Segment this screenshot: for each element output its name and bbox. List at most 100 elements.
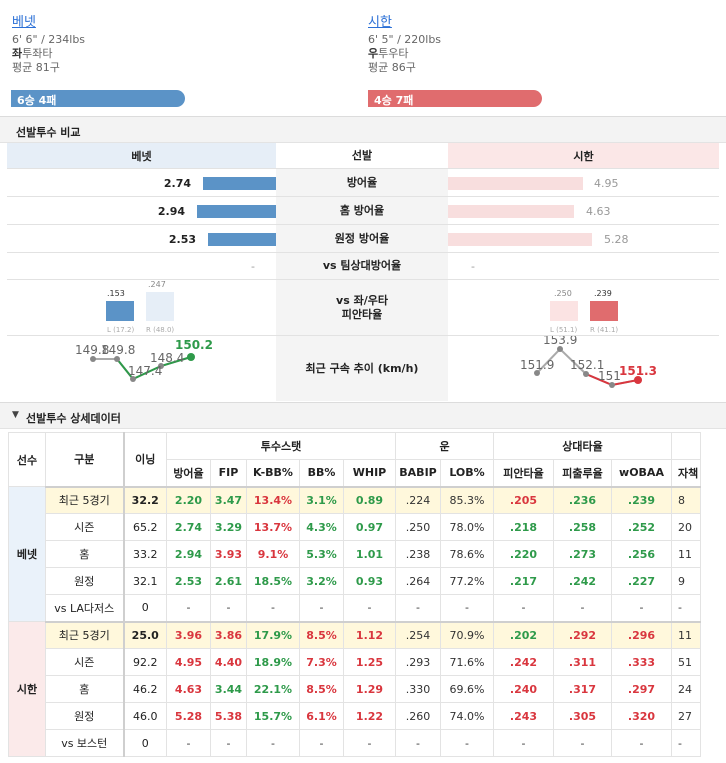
- compare-header-row: 베넷 선발 시한: [7, 143, 719, 169]
- stat-cell: .254: [395, 620, 441, 649]
- stat-cell: 13.7%: [246, 513, 300, 541]
- home-split-R: .239: [594, 289, 612, 298]
- stat-cell: 74.0%: [440, 702, 494, 730]
- away-value: 2.94: [157, 205, 185, 218]
- th-col: BABIP: [395, 459, 441, 487]
- cat-cell: 시즌: [45, 648, 124, 676]
- velo-point: [534, 370, 540, 376]
- th-player: 선수: [8, 432, 46, 487]
- stat-cell: -: [671, 729, 701, 757]
- th-col: FIP: [210, 459, 247, 487]
- compare-row: 2.94 홈 방어율 4.63: [7, 197, 719, 225]
- stat-cell: 77.2%: [440, 567, 494, 595]
- away-bar: [203, 177, 276, 190]
- stat-cell: .256: [611, 540, 672, 568]
- stat-cell: .258: [553, 513, 612, 541]
- home-bar: [448, 233, 592, 246]
- stat-cell: 1.29: [343, 675, 396, 703]
- away-split-R: .247: [148, 280, 166, 289]
- stat-cell: 8.5%: [299, 675, 344, 703]
- compare-table: 베넷 선발 시한 2.74 방어율 4.95 2.94 홈 방어율 4.63 2…: [7, 143, 719, 401]
- stat-cell: 4.95: [166, 648, 211, 676]
- compare-row: 2.74 방어율 4.95: [7, 169, 719, 197]
- velo-label: 148.4: [150, 351, 184, 365]
- table-row: 원정 32.1 2.53 2.61 18.5% 3.2% 0.93.264 77.2% .217…: [9, 567, 701, 595]
- stat-cell: .330: [395, 675, 441, 703]
- th-group-luck: 운: [395, 432, 494, 460]
- velo-label: 153.9: [543, 336, 577, 347]
- home-pitcher-name[interactable]: 시한: [368, 15, 392, 30]
- stat-cell: .333: [611, 648, 672, 676]
- stat-cell: .236: [553, 485, 612, 514]
- table-row: vs 보스턴 0- - - - - - - - - - -: [9, 729, 701, 757]
- stat-cell: 7.3%: [299, 648, 344, 676]
- cat-cell: 홈: [45, 675, 124, 703]
- stat-cell: 8: [671, 485, 701, 514]
- stat-cell: .242: [553, 567, 612, 595]
- stat-cell: .220: [493, 540, 554, 568]
- stat-cell: 3.93: [210, 540, 247, 568]
- away-split-L-sub: L (17.2): [107, 326, 135, 334]
- table-row: 원정 46.0 5.28 5.38 15.7% 6.1% 1.22.260 74.0% .243…: [9, 702, 701, 730]
- stat-cell: 1.12: [343, 620, 396, 649]
- stat-cell: 2.20: [166, 485, 211, 514]
- velo-label-last: 150.2: [175, 338, 213, 352]
- stat-cell: .311: [553, 648, 612, 676]
- stat-cell: -: [299, 594, 344, 622]
- split-label-2: 피안타율: [341, 307, 383, 321]
- home-split-L: .250: [554, 289, 572, 298]
- stat-cell: 71.6%: [440, 648, 494, 676]
- compare-col-home: 시한: [448, 143, 719, 168]
- stat-cell: .205: [493, 485, 554, 514]
- stat-cell: 85.3%: [440, 485, 494, 514]
- velo-label: 151.9: [520, 358, 554, 372]
- th-group-pitch: 투수스탯: [166, 432, 396, 460]
- stat-cell: 1.01: [343, 540, 396, 568]
- stat-cell: 8.5%: [299, 620, 344, 649]
- stat-cell: 78.6%: [440, 540, 494, 568]
- compare-col-mid: 선발: [276, 143, 448, 168]
- cat-cell: 홈: [45, 540, 124, 568]
- compare-split-row: .153 L (17.2) .247 R (48.0) vs 좌/우타 피안타율…: [7, 280, 719, 336]
- stat-cell: -: [395, 729, 441, 757]
- cat-cell: 최근 5경기: [45, 620, 124, 649]
- velo-point: [583, 371, 589, 377]
- stat-cell: 27: [671, 702, 701, 730]
- velo-point: [114, 356, 120, 362]
- stat-cell: 9.1%: [246, 540, 300, 568]
- th-col: wOBAA: [611, 459, 672, 487]
- inn-cell: 0: [122, 594, 167, 622]
- stat-cell: .317: [553, 675, 612, 703]
- stat-cell: -: [553, 594, 612, 622]
- cat-cell: vs LA다저스: [45, 594, 124, 622]
- home-value: 4.95: [594, 177, 619, 190]
- stat-cell: 15.7%: [246, 702, 300, 730]
- stat-cell: 0.97: [343, 513, 396, 541]
- away-split-L: .153: [107, 289, 125, 298]
- inn-cell: 92.2: [122, 648, 167, 676]
- th-group-extra: [671, 432, 701, 460]
- stat-cell: .252: [611, 513, 672, 541]
- inn-cell: 32.1: [122, 567, 167, 595]
- stat-cell: 2.94: [166, 540, 211, 568]
- stat-cell: 20: [671, 513, 701, 541]
- compare-col-away: 베넷: [7, 143, 276, 168]
- home-split-R-sub: R (41.1): [590, 326, 619, 334]
- inn-cell: 0: [122, 729, 167, 757]
- cat-cell: vs 보스턴: [45, 729, 124, 757]
- detail-section-header[interactable]: ▼ 선발투수 상세데이터: [0, 402, 726, 429]
- table-row: 홈 33.2 2.94 3.93 9.1% 5.3% 1.01.238 78.6% .220.2…: [9, 540, 701, 568]
- compare-title: 선발투수 비교: [16, 126, 81, 139]
- stat-cell: .217: [493, 567, 554, 595]
- stat-cell: 3.2%: [299, 567, 344, 595]
- row-label: vs 팀상대방어율: [276, 253, 448, 279]
- compare-row: - vs 팀상대방어율 -: [7, 253, 719, 280]
- stat-cell: -: [440, 729, 494, 757]
- collapse-triangle-icon[interactable]: ▼: [12, 410, 19, 420]
- stat-cell: 3.86: [210, 620, 247, 649]
- stat-cell: 4.63: [166, 675, 211, 703]
- stat-cell: .238: [395, 540, 441, 568]
- away-pitcher-name[interactable]: 베넷: [12, 15, 36, 30]
- stat-cell: 3.29: [210, 513, 247, 541]
- home-split-L-sub: L (51.1): [550, 326, 578, 334]
